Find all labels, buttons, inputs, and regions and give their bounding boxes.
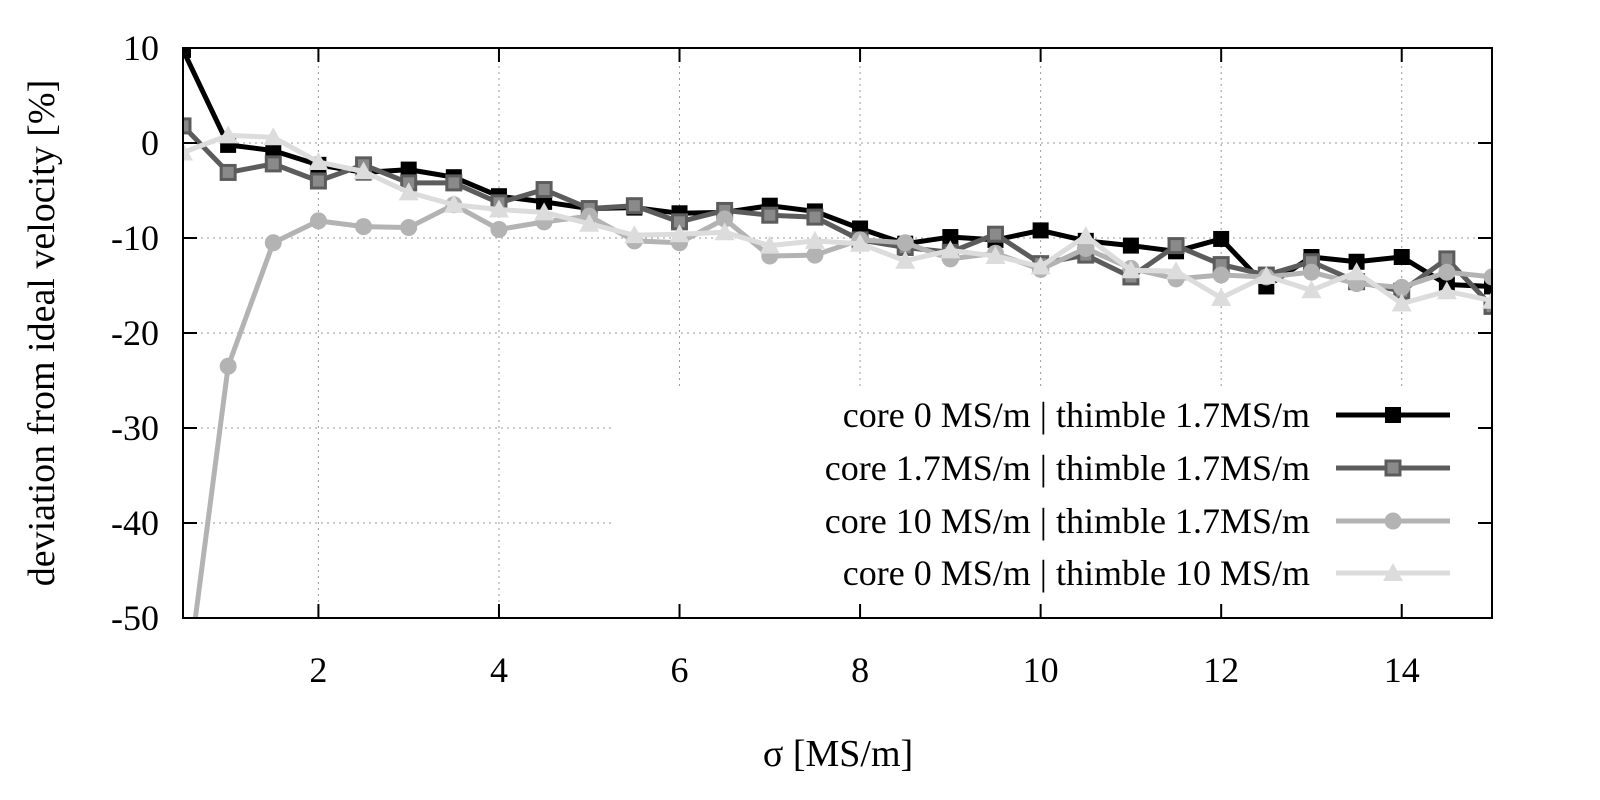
series-4-point <box>1030 256 1051 275</box>
series-2-line <box>183 124 1492 309</box>
series-3-point <box>219 357 237 375</box>
series-4-point <box>1075 226 1096 245</box>
legend-label: core 10 MS/m | thimble 1.7MS/m <box>825 501 1310 541</box>
series-1-point <box>1348 253 1365 270</box>
series-1-point <box>942 229 959 246</box>
x-tick-label: 12 <box>1203 650 1239 690</box>
series-4-point <box>624 225 645 244</box>
series-4-point <box>488 199 509 218</box>
series-4-point <box>669 224 690 243</box>
series-1-point <box>1484 278 1492 295</box>
series-4-point <box>579 213 600 232</box>
series-4-point <box>1211 287 1232 306</box>
y-tick-label: -50 <box>111 598 159 638</box>
y-tick-label: 0 <box>141 123 159 163</box>
series-4-point <box>850 233 871 252</box>
series-2-point <box>761 206 779 224</box>
legend: core 0 MS/m | thimble 1.7MS/m core 1.7MS/… <box>825 395 1450 593</box>
legend-marker <box>1384 512 1402 530</box>
series-1-point <box>265 142 282 159</box>
x-tick-label: 6 <box>671 650 689 690</box>
series-4-point <box>353 161 374 180</box>
series-1-point <box>1393 249 1410 265</box>
series-3-point <box>716 210 734 228</box>
series-4-line <box>183 132 1492 307</box>
series-4-point <box>804 230 825 249</box>
y-tick-label: 10 <box>123 28 159 68</box>
series-3-point <box>1438 263 1456 281</box>
x-axis-label: σ [MS/m] <box>763 733 913 775</box>
legend-marker <box>1383 563 1403 581</box>
x-tick-label: 4 <box>490 650 508 690</box>
series-4-point <box>398 182 419 201</box>
y-tick-label: -30 <box>111 408 159 448</box>
series-2-point <box>309 172 327 190</box>
series-3-point <box>1077 239 1095 257</box>
series-2-point <box>806 208 824 226</box>
series-4-point <box>1436 281 1457 300</box>
series-2-point <box>264 155 282 173</box>
series-1-point <box>1032 222 1049 239</box>
series-2-point <box>183 117 192 135</box>
series-4-point <box>1120 260 1141 279</box>
series-4 <box>183 125 1492 312</box>
y-axis-label: deviation from ideal velocity [%] <box>21 80 63 587</box>
series-3-point <box>264 234 282 252</box>
series-4-point <box>1166 261 1187 280</box>
series-2-point <box>535 181 553 199</box>
series-3-point <box>1302 263 1320 281</box>
series-4-point <box>1391 293 1412 312</box>
series-4-point <box>940 240 961 259</box>
series-4-point <box>759 235 780 254</box>
series-2-point <box>219 163 237 181</box>
legend-marker <box>1384 459 1402 477</box>
series-4-point <box>1482 290 1492 309</box>
series-4-point <box>714 222 735 241</box>
series-2-point <box>986 225 1004 243</box>
series-3-point <box>490 220 508 238</box>
series-1-line <box>183 48 1492 289</box>
series-2-point <box>625 197 643 215</box>
series-1-point <box>400 161 417 178</box>
series-4-point <box>308 152 329 170</box>
series-2-point <box>1167 237 1185 255</box>
series-4-point <box>218 125 239 144</box>
series-4-point <box>443 194 464 213</box>
series-4-point <box>1346 262 1367 281</box>
legend-label: core 1.7MS/m | thimble 1.7MS/m <box>825 448 1310 488</box>
series-4-point <box>1256 266 1277 284</box>
x-tick-label: 2 <box>309 650 327 690</box>
series-4-point <box>1301 280 1322 299</box>
y-tick-label: -20 <box>111 313 159 353</box>
series-3-point <box>1393 278 1411 296</box>
y-tick-label: -40 <box>111 503 159 543</box>
series-4-point <box>183 142 193 161</box>
series-3-point <box>355 218 373 236</box>
series-3-point <box>806 246 824 264</box>
legend-label: core 0 MS/m | thimble 10 MS/m <box>843 553 1310 593</box>
series-3-point <box>309 212 327 230</box>
series-4-point <box>985 246 1006 265</box>
ticks: 10 0 -10 -20 -30 -40 -50 2 4 6 8 10 12 14 <box>111 28 1492 690</box>
x-tick-label: 14 <box>1384 650 1420 690</box>
series-4-point <box>895 250 916 269</box>
series-layer <box>183 48 1492 618</box>
legend-background <box>612 388 1482 604</box>
series-1-point <box>1213 230 1230 247</box>
series-3-point <box>1212 266 1230 284</box>
legend-label: core 0 MS/m | thimble 1.7MS/m <box>843 395 1310 435</box>
y-tick-label: -10 <box>111 218 159 258</box>
series-4-point <box>263 127 284 146</box>
series-3-point <box>400 219 418 237</box>
series-4-point <box>534 202 555 221</box>
series-1-point <box>183 48 191 58</box>
x-tick-label: 10 <box>1023 650 1059 690</box>
legend-marker <box>1385 407 1401 423</box>
series-3-point <box>1483 268 1492 286</box>
series-1-point <box>1122 237 1139 254</box>
series-3-point <box>896 234 914 252</box>
x-tick-label: 8 <box>851 650 869 690</box>
series-2-point <box>445 174 463 192</box>
